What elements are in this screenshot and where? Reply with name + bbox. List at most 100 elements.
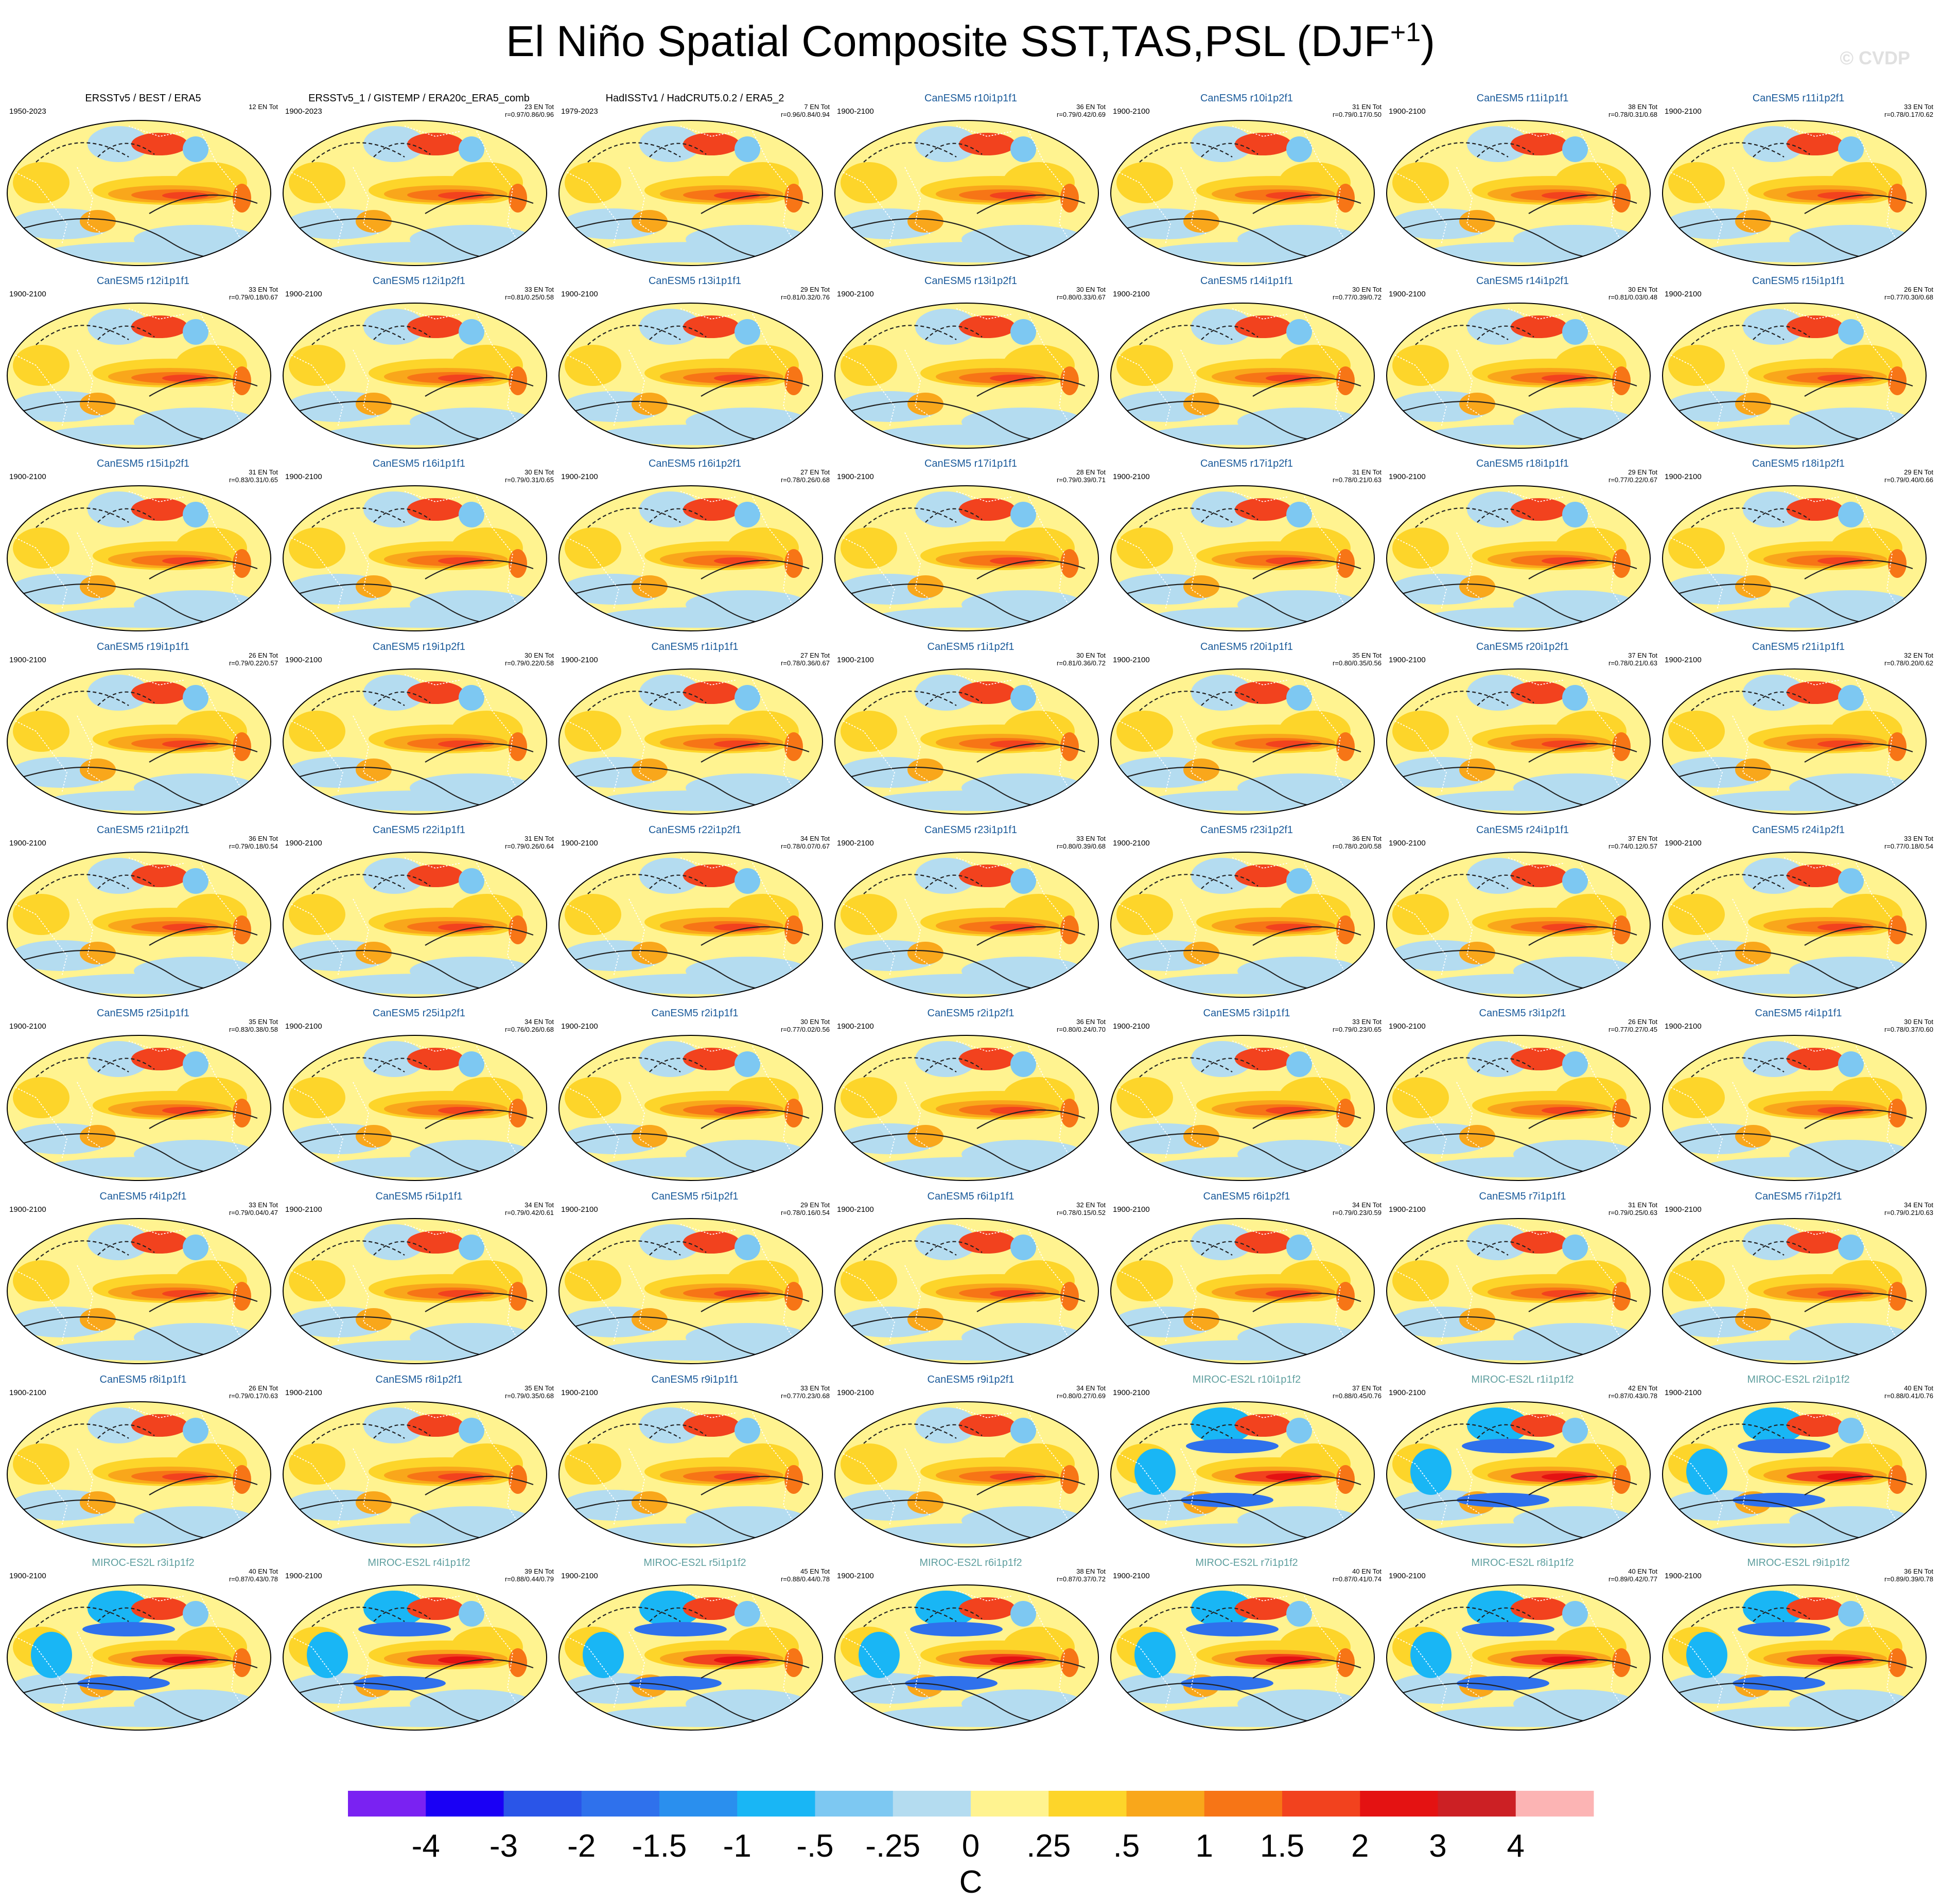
- anomaly-region: [915, 126, 977, 162]
- psl-contour: [1139, 1423, 1233, 1444]
- anomaly-region: [1183, 942, 1219, 964]
- map-plot: [283, 1218, 547, 1364]
- panel-event-count: 42 EN Tot r=0.87/0.43/0.78: [1608, 1384, 1657, 1400]
- panel-pattern-correlation: r=0.78/0.37/0.60: [1884, 1026, 1933, 1033]
- coastline: [404, 1041, 462, 1052]
- panel-event-count: 33 EN Tot r=0.79/0.18/0.67: [229, 286, 278, 301]
- map-panel: CanESM5 r13i1p2f1 1900-2100 30 EN Tot r=0.8…: [833, 275, 1109, 450]
- map-plot: [558, 852, 823, 998]
- coastline: [1232, 126, 1289, 137]
- panel-period: 1900-2100: [1389, 290, 1426, 298]
- coastline: [567, 1453, 619, 1526]
- anomaly-region: [639, 1407, 701, 1443]
- anomaly-region: [1511, 865, 1567, 887]
- panel-pattern-correlation: r=0.81/0.03/0.48: [1608, 293, 1657, 301]
- psl-contour: [1804, 194, 1913, 214]
- map-plot: [1110, 1401, 1375, 1547]
- coastline: [1732, 1265, 1759, 1333]
- coastline: [843, 537, 895, 610]
- coastline: [1028, 1046, 1075, 1165]
- anomaly-region: [1459, 1308, 1495, 1331]
- map-border: [558, 303, 823, 449]
- anomaly-region: [13, 345, 69, 386]
- psl-contour: [1753, 143, 1810, 157]
- anomaly-region: [88, 309, 149, 345]
- colorbar-swatch: [971, 1791, 1049, 1817]
- anomaly-region: [565, 527, 621, 569]
- anomaly-region: [915, 1224, 977, 1260]
- psl-contour: [1201, 691, 1258, 706]
- coastline: [404, 1407, 462, 1418]
- anomaly-region: [632, 1491, 668, 1514]
- anomaly-region: [1191, 1041, 1253, 1077]
- coastline: [1180, 1265, 1207, 1333]
- panel-period: 1900-2100: [561, 1022, 598, 1031]
- coastline: [291, 172, 343, 245]
- anomaly-region: [1738, 1439, 1830, 1453]
- anomaly-region: [438, 375, 484, 382]
- psl-contour: [425, 743, 534, 763]
- coastline: [1456, 167, 1483, 235]
- psl-contour: [976, 1292, 1086, 1312]
- anomaly-region: [1562, 319, 1588, 345]
- map-border: [1662, 303, 1927, 449]
- map-panel: CanESM5 r7i1p1f1 1900-2100 31 EN Tot r=0.79…: [1385, 1191, 1660, 1366]
- panel-event-count: 32 EN Tot r=0.78/0.15/0.52: [1056, 1201, 1106, 1217]
- coastline: [476, 862, 523, 982]
- panel-pattern-correlation: r=0.79/0.21/0.63: [1884, 1209, 1933, 1217]
- panel-title: MIROC-ES2L r4i1p1f2: [368, 1557, 470, 1568]
- anomaly-region: [1511, 1597, 1567, 1620]
- anomaly-region: [1116, 1077, 1173, 1118]
- panel-event-count: 34 EN Tot r=0.79/0.42/0.61: [504, 1201, 554, 1217]
- panel-pattern-correlation: r=0.83/0.31/0.65: [229, 476, 278, 484]
- panel-pattern-correlation: r=0.81/0.32/0.76: [780, 293, 830, 301]
- coastline: [680, 491, 738, 502]
- coastline: [353, 898, 379, 966]
- coastline: [1508, 491, 1565, 502]
- anomaly-region: [915, 858, 977, 894]
- panel-title: MIROC-ES2L r1i1p1f2: [1471, 1374, 1574, 1385]
- anomaly-region: [88, 491, 149, 527]
- colorbar-swatch: [348, 1791, 426, 1817]
- coastline: [843, 904, 895, 977]
- map-plot: [7, 852, 271, 998]
- anomaly-region: [353, 1676, 446, 1690]
- panel-title: CanESM5 r18i1p2f1: [1752, 458, 1845, 469]
- coastline: [128, 1224, 186, 1235]
- anomaly-region: [131, 1414, 188, 1437]
- anomaly-region: [438, 1290, 484, 1297]
- coastline: [843, 720, 895, 794]
- map-panel: CanESM5 r10i1p2f1 1900-2100 31 EN Tot r=0.7…: [1109, 93, 1385, 268]
- panel-title: CanESM5 r19i1p2f1: [372, 641, 466, 653]
- anomaly-region: [1235, 681, 1291, 704]
- map-plot: [558, 485, 823, 631]
- anomaly-region: [1150, 1706, 1356, 1727]
- psl-contour: [1528, 926, 1637, 946]
- panel-title: CanESM5 r18i1p1f1: [1476, 458, 1569, 469]
- anomaly-region: [915, 1591, 977, 1627]
- psl-contour: [425, 559, 534, 579]
- map-plot: [1386, 485, 1651, 631]
- psl-contour: [1753, 508, 1810, 523]
- psl-contour: [1691, 691, 1785, 711]
- coastline: [1456, 1265, 1483, 1333]
- psl-contour: [976, 926, 1086, 946]
- psl-contour: [1804, 1659, 1913, 1679]
- coastline: [404, 126, 462, 137]
- colorbar-swatch: [503, 1791, 582, 1817]
- map-border: [1662, 1584, 1927, 1731]
- anomaly-region: [46, 1706, 252, 1727]
- panel-event-count: 26 EN Tot r=0.79/0.22/0.57: [229, 651, 278, 667]
- psl-contour: [1415, 874, 1509, 894]
- psl-contour: [1252, 1475, 1361, 1495]
- psl-contour: [1753, 325, 1810, 340]
- coastline: [15, 904, 67, 977]
- panel-period: 1900-2100: [837, 656, 874, 664]
- coastline: [1180, 532, 1207, 600]
- anomaly-region: [959, 1231, 1016, 1254]
- panel-period: 1900-2100: [285, 839, 322, 848]
- map-plot: [7, 303, 271, 449]
- anomaly-region: [735, 1051, 760, 1077]
- anomaly-region: [959, 681, 1016, 704]
- coastline: [752, 679, 799, 799]
